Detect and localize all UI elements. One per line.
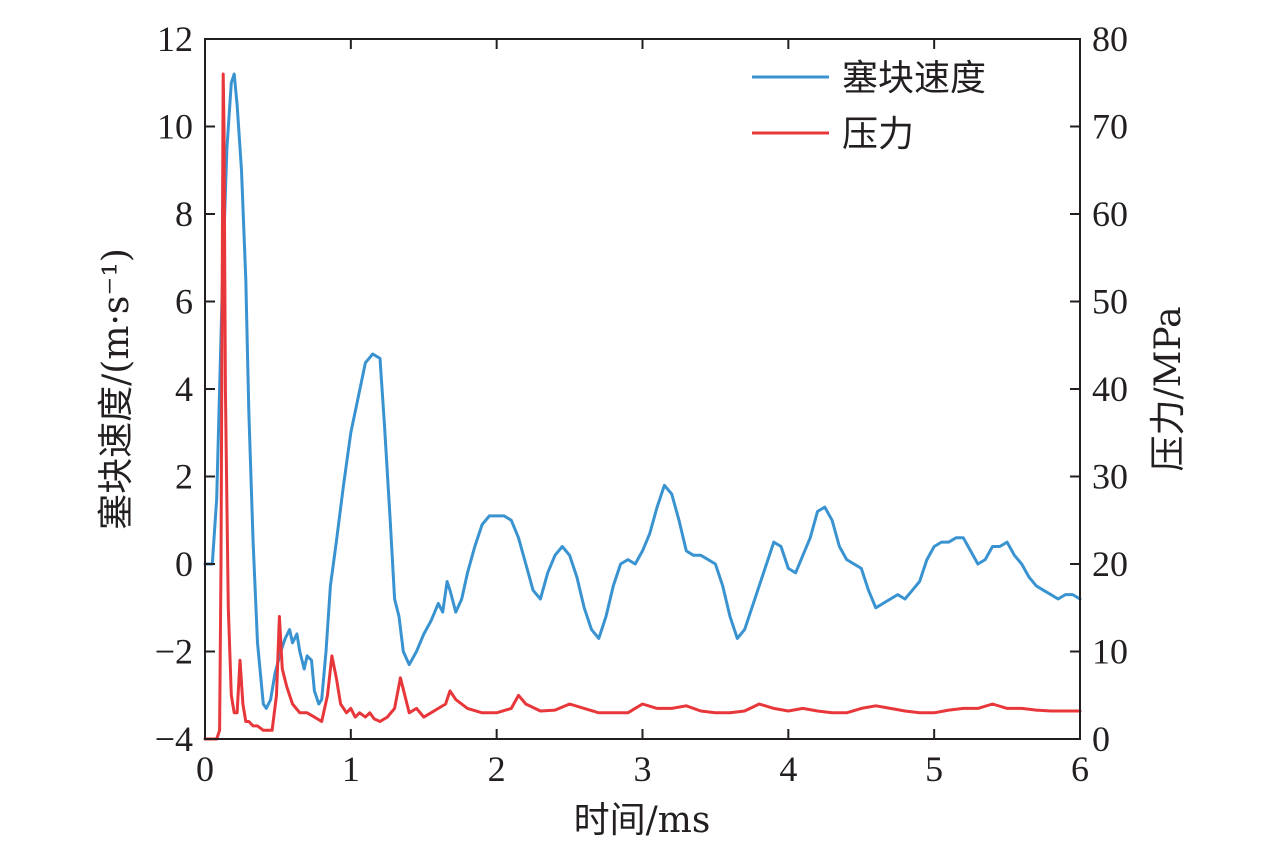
y-left-tick-label: 10 [157, 107, 193, 147]
y-left-tick-label: −2 [155, 632, 193, 672]
y-left-tick-label: 12 [157, 19, 193, 59]
x-tick-label: 6 [1071, 749, 1089, 789]
series-line-velocity [203, 72, 1082, 710]
legend: 塞块速度 压力 [752, 58, 986, 155]
y-left-tick-label: 2 [175, 457, 193, 497]
y-left-tick-label: −4 [155, 719, 193, 759]
x-tick-label: 5 [925, 749, 943, 789]
y-right-tick-label: 40 [1092, 369, 1128, 409]
x-tick-label: 1 [342, 749, 360, 789]
series-line-pressure [203, 72, 1082, 741]
y-right-tick-label: 50 [1092, 282, 1128, 322]
y-right-axis-title: 压力/MPa [1148, 306, 1189, 471]
x-tick-label: 2 [488, 749, 506, 789]
plot-frame [204, 38, 1081, 740]
x-axis-title: 时间/ms [574, 800, 711, 841]
x-tick-label: 3 [634, 749, 652, 789]
y-left-tick-label: 0 [175, 544, 193, 584]
x-tick-label: 0 [196, 749, 214, 789]
y-right-tick-label: 20 [1092, 544, 1128, 584]
y-right-tick-label: 70 [1092, 107, 1128, 147]
legend-label-velocity: 塞块速度 [842, 58, 986, 99]
y-left-tick-label: 6 [175, 282, 193, 322]
y-right-tick-label: 0 [1092, 719, 1110, 759]
x-tick-label: 4 [779, 749, 797, 789]
y-right-tick-label: 60 [1092, 194, 1128, 234]
y-right-tick-label: 30 [1092, 457, 1128, 497]
legend-label-pressure: 压力 [842, 114, 914, 155]
y-left-tick-label: 4 [175, 369, 193, 409]
y-left-axis-title: 塞块速度/(m·s⁻¹) [96, 248, 137, 530]
y-right-tick-label: 10 [1092, 632, 1128, 672]
y-right-tick-label: 80 [1092, 19, 1128, 59]
y-left-tick-label: 8 [175, 194, 193, 234]
